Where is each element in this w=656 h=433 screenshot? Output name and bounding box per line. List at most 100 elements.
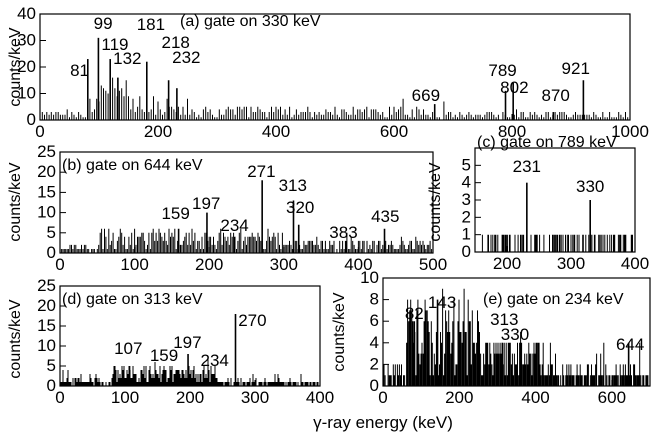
panel-a-peak-label-921: 921 xyxy=(562,59,590,78)
panel-a-peak-label-119: 119 xyxy=(101,35,128,54)
panel-b-ytick-label-20: 20 xyxy=(37,162,56,181)
panel-e-peak-label-143: 143 xyxy=(428,293,456,312)
panel-b-ytick-label-5: 5 xyxy=(47,223,56,242)
panel-d-ytick-label-25: 25 xyxy=(37,276,56,295)
panel-d-title: (d) gate on 313 keV xyxy=(62,291,203,308)
panel-c-xtick-label-300: 300 xyxy=(557,254,585,273)
panel-b-peak-label-271: 271 xyxy=(247,162,275,181)
panel-e-ytick-label-4: 4 xyxy=(370,333,379,352)
panel-b-peak-label-234: 234 xyxy=(220,216,248,235)
panel-b-ytick-label-25: 25 xyxy=(37,142,56,161)
panel-e-frame xyxy=(382,277,651,387)
panel-d-ytick-label-15: 15 xyxy=(37,316,56,335)
panel-e-histogram xyxy=(383,288,649,386)
panel-d-xtick-label-0: 0 xyxy=(55,388,64,407)
panel-a-ylabel: counts/keV xyxy=(7,27,24,106)
panel-c-ytick-label-3: 3 xyxy=(462,190,471,209)
panel-c-ytick-label-2: 2 xyxy=(462,207,471,226)
panel-d-ytick-label-20: 20 xyxy=(37,296,56,315)
panel-a-title: (a) gate on 330 keV xyxy=(180,13,321,30)
panel-d-peak-label-270: 270 xyxy=(238,311,266,330)
panel-d-xtick-label-100: 100 xyxy=(111,388,139,407)
panel-e-peak-label-82: 82 xyxy=(405,304,424,323)
panel-b-ylabel: counts/keV xyxy=(7,162,24,241)
panel-c-xtick-label-200: 200 xyxy=(493,254,521,273)
panel-a-xtick-label-800: 800 xyxy=(498,122,526,141)
panel-a-ytick-label-0: 0 xyxy=(27,110,36,129)
panel-b-peak-label-313: 313 xyxy=(279,176,307,195)
panel-d-peak-label-159: 159 xyxy=(150,346,178,365)
panel-b-xtick-label-0: 0 xyxy=(55,255,64,274)
panel-a-ytick-label-10: 10 xyxy=(17,84,36,103)
panel-a-xtick-label-1000: 1000 xyxy=(611,122,649,141)
panel-c-xtick-label-400: 400 xyxy=(621,254,649,273)
panel-b-xtick-label-300: 300 xyxy=(270,255,298,274)
panel-b-peak-label-435: 435 xyxy=(371,207,399,226)
panel-e-peak-label-644: 644 xyxy=(616,335,644,354)
panel-b-title: (b) gate on 644 keV xyxy=(62,157,203,174)
panel-a-peak-label-789: 789 xyxy=(488,61,516,80)
panel-a-peak-label-181: 181 xyxy=(137,15,165,34)
panel-d-xtick-label-300: 300 xyxy=(241,388,269,407)
panel-e-xtick-label-200: 200 xyxy=(445,388,473,407)
panel-c-ylabel: counts/keV xyxy=(427,162,444,241)
panel-a-ytick-label-20: 20 xyxy=(17,57,36,76)
panel-e-ytick-label-0: 0 xyxy=(370,376,379,395)
panel-d-ytick-label-10: 10 xyxy=(37,336,56,355)
panel-e-ytick-label-10: 10 xyxy=(360,268,379,287)
panel-d-ylabel: counts/keV xyxy=(7,299,24,378)
panel-e-peak-label-313: 313 xyxy=(490,310,518,329)
panel-e-xtick-label-400: 400 xyxy=(521,388,549,407)
panel-a-xtick-label-0: 0 xyxy=(35,122,44,141)
panel-d-ytick-label-0: 0 xyxy=(47,376,56,395)
panel-b-peak-label-159: 159 xyxy=(161,204,189,223)
panel-b-peak-label-320: 320 xyxy=(286,198,314,217)
panel-a-peak-label-81: 81 xyxy=(70,61,89,80)
panel-c-frame xyxy=(474,147,636,253)
panel-e-ytick-label-2: 2 xyxy=(370,354,379,373)
panel-d-ytick-label-5: 5 xyxy=(47,356,56,375)
panel-e-ylabel: counts/keV xyxy=(331,292,348,371)
panel-a-xtick-label-600: 600 xyxy=(380,122,408,141)
panel-d-xtick-label-200: 200 xyxy=(176,388,204,407)
panel-a-peak-label-218: 218 xyxy=(162,33,190,52)
panel-b-ytick-label-10: 10 xyxy=(37,203,56,222)
panel-b-histogram xyxy=(60,228,433,253)
panel-e-ytick-label-8: 8 xyxy=(370,290,379,309)
panel-c-peak-label-330: 330 xyxy=(576,177,604,196)
panel-c-histogram xyxy=(481,234,633,252)
panel-b-xtick-label-500: 500 xyxy=(419,255,447,274)
panel-b-xtick-label-100: 100 xyxy=(120,255,148,274)
panel-a-peak-label-669: 669 xyxy=(412,86,440,105)
panel-a-ytick-label-30: 30 xyxy=(17,31,36,50)
panel-c-title: (c) gate on 789 keV xyxy=(477,134,617,151)
panel-a-peak-label-870: 870 xyxy=(541,86,569,105)
panel-b-ytick-label-15: 15 xyxy=(37,182,56,201)
panel-b-peak-label-197: 197 xyxy=(192,194,220,213)
panel-c-ytick-label-0: 0 xyxy=(462,242,471,261)
panel-c-ytick-label-5: 5 xyxy=(462,155,471,174)
panel-b-ytick-label-0: 0 xyxy=(47,243,56,262)
panel-d-peak-label-197: 197 xyxy=(173,333,201,352)
panel-d-peak-label-107: 107 xyxy=(114,339,142,358)
panel-d-peak-label-234: 234 xyxy=(201,351,229,370)
panel-a-peak-label-132: 132 xyxy=(113,49,141,68)
panel-d-histogram xyxy=(60,358,319,386)
panel-b-peak-label-383: 383 xyxy=(329,223,357,242)
panel-a-ytick-label-40: 40 xyxy=(17,4,36,23)
panel-b-xtick-label-200: 200 xyxy=(195,255,223,274)
panel-e-peak-label-330: 330 xyxy=(501,325,529,344)
panel-e-xtick-label-0: 0 xyxy=(378,388,387,407)
panel-a-xtick-label-200: 200 xyxy=(144,122,172,141)
panel-c-ytick-label-1: 1 xyxy=(462,225,471,244)
panel-e-xtick-label-600: 600 xyxy=(598,388,626,407)
panel-e-title: (e) gate on 234 keV xyxy=(483,291,624,308)
panel-c-peak-label-231: 231 xyxy=(513,157,541,176)
panel-a-peak-label-99: 99 xyxy=(94,14,113,33)
panel-a-xtick-label-400: 400 xyxy=(262,122,290,141)
panel-a-histogram xyxy=(41,77,629,120)
panel-b-frame xyxy=(59,151,434,254)
panel-d-xtick-label-400: 400 xyxy=(306,388,334,407)
